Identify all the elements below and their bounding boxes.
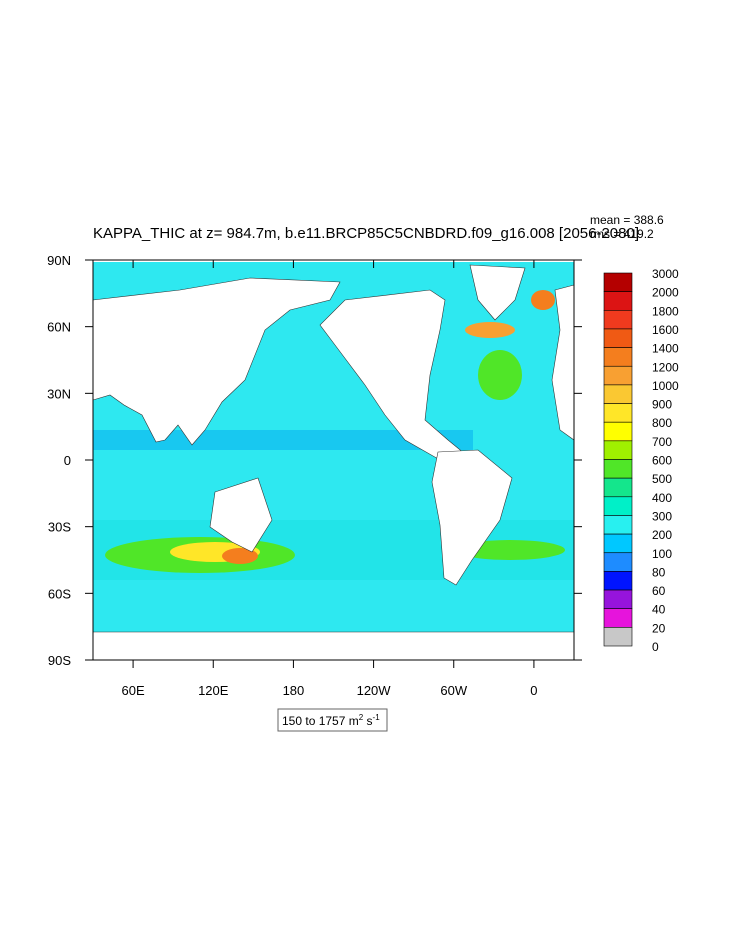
colorbar-box (603, 477, 633, 498)
land-greenland (469, 264, 526, 321)
colorbar-label: 80 (652, 565, 666, 579)
warm-region (531, 290, 555, 310)
colorbar-label: 1000 (652, 379, 679, 393)
colorbar-label: 800 (652, 416, 672, 430)
range-sup: -1 (373, 713, 381, 722)
colorbar-box (603, 291, 633, 311)
land-south-america (431, 449, 513, 586)
colorbar-label: 400 (652, 491, 672, 505)
colorbar-label: 1600 (652, 323, 679, 337)
range-sup: 2 (359, 713, 364, 722)
colorbar-label: 60 (652, 584, 666, 598)
colorbar-label: 700 (652, 435, 672, 449)
colorbar-label: 3000 (652, 267, 679, 281)
range-label: 150 to 1757 m2 s-1 (282, 713, 380, 728)
colorbar-box (603, 552, 633, 572)
y-tick-label: 60N (47, 320, 71, 335)
land-eurasia (92, 277, 341, 446)
y-tick-label: 0 (64, 453, 71, 468)
colorbar-label: 0 (652, 640, 659, 654)
land-antarctica (92, 631, 575, 661)
colorbar-label: 500 (652, 472, 672, 486)
colorbar-box (603, 627, 633, 647)
y-tick-label: 90S (48, 653, 71, 668)
rms-label: rms = 419.2 (590, 227, 654, 241)
y-tick-label: 30S (48, 520, 71, 535)
colorbar-box (603, 571, 633, 591)
colorbar-box (603, 384, 633, 404)
colorbar-box (603, 365, 633, 386)
warm-region (478, 350, 522, 400)
land-australia (209, 477, 273, 553)
colorbar-label: 200 (652, 528, 672, 542)
colorbar-label: 1400 (652, 342, 679, 356)
x-tick-label: 0 (530, 683, 537, 698)
colorbar-box (603, 440, 633, 460)
colorbar-box (603, 328, 633, 348)
range-box (277, 708, 388, 732)
colorbar-box (603, 533, 633, 554)
range-text: s (363, 714, 372, 728)
colorbar-label: 2000 (652, 286, 679, 300)
colorbar-box (603, 272, 633, 292)
warm-region (222, 548, 258, 564)
colorbar-label: 300 (652, 509, 672, 523)
colorbar-box (603, 421, 633, 442)
y-tick-label: 90N (47, 253, 71, 268)
colorbar-label: 1200 (652, 360, 679, 374)
x-tick-label: 180 (283, 683, 305, 698)
colorbar-box (603, 608, 633, 628)
x-tick-label: 60W (440, 683, 467, 698)
colorbar-label: 1800 (652, 304, 679, 318)
x-tick-label: 120E (198, 683, 229, 698)
colorbar-label: 40 (652, 603, 666, 617)
colorbar-box (603, 496, 633, 516)
colorbar-box (603, 459, 633, 479)
colorbar-box (603, 515, 633, 535)
title: KAPPA_THIC at z= 984.7m, b.e11.BRCP85C5C… (93, 225, 639, 242)
colorbar-label: 100 (652, 547, 672, 561)
x-tick-label: 60E (122, 683, 145, 698)
colorbar-label: 600 (652, 454, 672, 468)
colorbar-box (603, 589, 633, 609)
colorbar-label: 20 (652, 621, 666, 635)
mean-label: mean = 388.6 (590, 213, 664, 227)
colorbar-box (603, 309, 633, 330)
colorbar-box (603, 403, 633, 423)
colorbar-box (603, 347, 633, 367)
range-text: 150 to 1757 m (282, 714, 359, 728)
map (92, 259, 575, 661)
colorbar-label: 900 (652, 398, 672, 412)
warm-region (465, 322, 515, 338)
x-tick-label: 120W (357, 683, 392, 698)
y-tick-label: 30N (47, 386, 71, 401)
y-tick-label: 60S (48, 586, 71, 601)
